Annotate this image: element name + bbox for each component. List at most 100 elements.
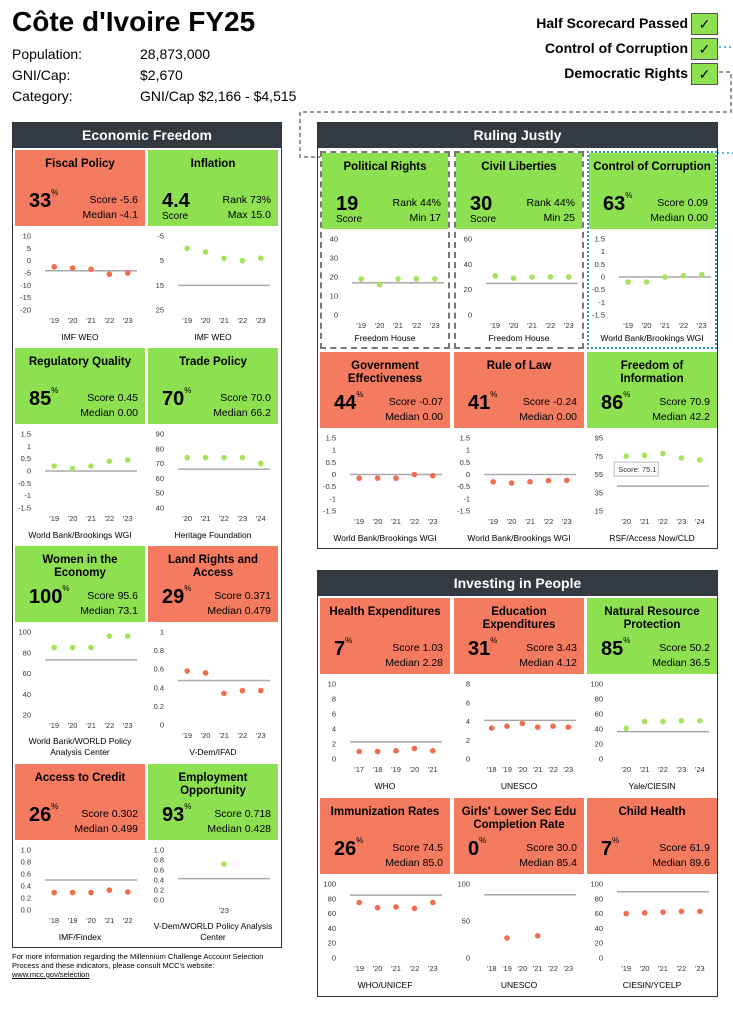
y-tick-label: 1 xyxy=(466,446,470,455)
data-point xyxy=(88,889,94,896)
y-tick-label: 40 xyxy=(330,235,338,244)
y-tick-label: 0.8 xyxy=(21,858,31,867)
stat-value: 0.00 xyxy=(556,411,577,423)
x-tick-label: '22 xyxy=(410,964,420,973)
data-point xyxy=(358,276,364,282)
card-value: 26% xyxy=(334,836,363,861)
x-tick-label: '23 xyxy=(256,316,266,325)
stat-line: Score -0.24 xyxy=(519,395,577,410)
card-source: Yale/CIESIN xyxy=(628,781,676,791)
stat-label: Score xyxy=(214,808,242,820)
x-tick-label: '22 xyxy=(123,916,133,925)
card-source: IMF WEO xyxy=(61,332,99,342)
stat-value: 85.4 xyxy=(556,857,577,869)
x-tick-label: '20 xyxy=(375,321,385,330)
card-value-unit: % xyxy=(612,836,620,845)
card-head: Regulatory Quality 85% Score 0.45 Median 0.… xyxy=(15,348,145,424)
x-tick-label: '23 xyxy=(428,964,438,973)
fact-label: GNI/Cap: xyxy=(12,67,71,83)
x-tick-label: '19 xyxy=(502,765,512,774)
y-tick-label: -20 xyxy=(20,306,31,315)
x-tick-label: '23 xyxy=(697,321,707,330)
mini-chart: 1.5 1 0.5 0 -0.5 -1 -1.5 '19 '20 '21 '22 '23 xyxy=(323,434,442,526)
data-point xyxy=(69,889,76,896)
data-point xyxy=(643,279,650,285)
data-point xyxy=(393,904,399,910)
stat-line: Score -0.07 xyxy=(385,395,443,410)
y-tick-label: 0.2 xyxy=(154,702,164,711)
y-tick-label: 75 xyxy=(595,452,603,461)
data-point xyxy=(411,905,418,912)
footer-link[interactable]: www.mcc.gov/selection xyxy=(12,970,90,979)
card-stats: Score 0.302 Median 0.499 xyxy=(74,807,138,837)
stat-value: 1.03 xyxy=(422,642,443,654)
card-stats: Score -0.07 Median 0.00 xyxy=(385,395,443,425)
x-tick-label: '20 xyxy=(201,316,211,325)
card-value-unit: % xyxy=(490,390,498,399)
card-title: Land Rights and Access xyxy=(167,554,259,579)
card-value: 30 xyxy=(470,193,492,216)
y-tick-label: 55 xyxy=(595,470,603,479)
card-stats: Score 0.45 Median 0.00 xyxy=(80,391,138,421)
fact-label: Population: xyxy=(12,46,83,62)
stat-label: Score xyxy=(526,642,554,654)
data-point xyxy=(239,454,246,461)
card-title: Immunization Rates xyxy=(330,806,440,818)
card-source: RSF/Access Now/CLD xyxy=(609,533,695,543)
x-tick-label: '19 xyxy=(502,964,512,973)
card-value: 44% xyxy=(334,390,363,415)
section-panel: Investing in People xyxy=(317,570,718,997)
y-tick-label: -1 xyxy=(598,298,605,307)
stat-label: Score xyxy=(392,642,420,654)
card-source: V-Dem/IFAD xyxy=(189,747,237,757)
stat-line: Score 95.6 xyxy=(80,589,138,604)
x-tick-label: '23 xyxy=(123,721,133,730)
card-value-number: 30 xyxy=(470,193,493,215)
data-point xyxy=(508,480,515,486)
card-value-number: 31 xyxy=(468,638,491,660)
card-stats: Score 3.43 Median 4.12 xyxy=(519,641,577,671)
card-value-number: 85 xyxy=(29,388,52,410)
y-tick-label: 60 xyxy=(595,909,603,918)
data-point xyxy=(106,458,113,464)
data-point xyxy=(510,275,517,282)
data-point xyxy=(678,455,685,461)
mini-chart: 100 80 60 40 20 0 '19 '20 '21 '22 '23 xyxy=(323,880,442,973)
mini-chart: 1.5 1 0.5 0 -0.5 -1 -1.5 '19 '20 '21 '22 '23 xyxy=(592,235,711,330)
y-tick-label: 0 xyxy=(332,470,336,479)
card-value: 33% xyxy=(29,188,58,213)
y-tick-label: 0 xyxy=(601,273,605,282)
x-tick-label: '19 xyxy=(621,964,631,973)
x-tick-label: '21 xyxy=(660,321,670,330)
x-tick-label: '21 xyxy=(201,514,211,523)
card-head: Fiscal Policy 33% Score -5.6 Median -4.1 xyxy=(15,150,145,226)
x-tick-label: '22 xyxy=(658,765,668,774)
x-tick-label: '20 xyxy=(373,517,383,526)
y-tick-label: 0 xyxy=(332,755,336,764)
y-tick-label: 50 xyxy=(156,489,164,498)
card-value: 26% xyxy=(29,802,58,827)
stat-line: Median 0.00 xyxy=(519,410,577,425)
x-tick-label: '22 xyxy=(105,721,115,730)
data-point xyxy=(623,910,629,917)
data-point xyxy=(662,274,668,280)
stat-value: -5.6 xyxy=(119,194,138,206)
x-tick-label: '23 xyxy=(563,765,573,774)
x-tick-label: '24 xyxy=(256,514,266,523)
data-point xyxy=(678,717,685,724)
x-tick-label: '23 xyxy=(238,514,248,523)
card-source: CIESIN/YCELP xyxy=(622,980,682,990)
card-value-unit: % xyxy=(184,386,192,395)
legend-label: Democratic Rights xyxy=(564,65,688,81)
y-tick-label: -1.5 xyxy=(457,507,470,516)
mini-chart: 90 80 70 60 50 40 '20 '21 '22 '23 '24 xyxy=(156,430,270,523)
card-stats: Score 70.0 Median 66.2 xyxy=(213,391,271,421)
data-point xyxy=(356,475,362,481)
y-tick-label: 0.5 xyxy=(21,454,31,463)
data-point xyxy=(519,720,526,727)
data-point xyxy=(697,457,703,463)
stat-value: 0.09 xyxy=(687,197,708,209)
y-tick-label: 1.5 xyxy=(595,235,605,244)
data-point xyxy=(69,265,76,271)
